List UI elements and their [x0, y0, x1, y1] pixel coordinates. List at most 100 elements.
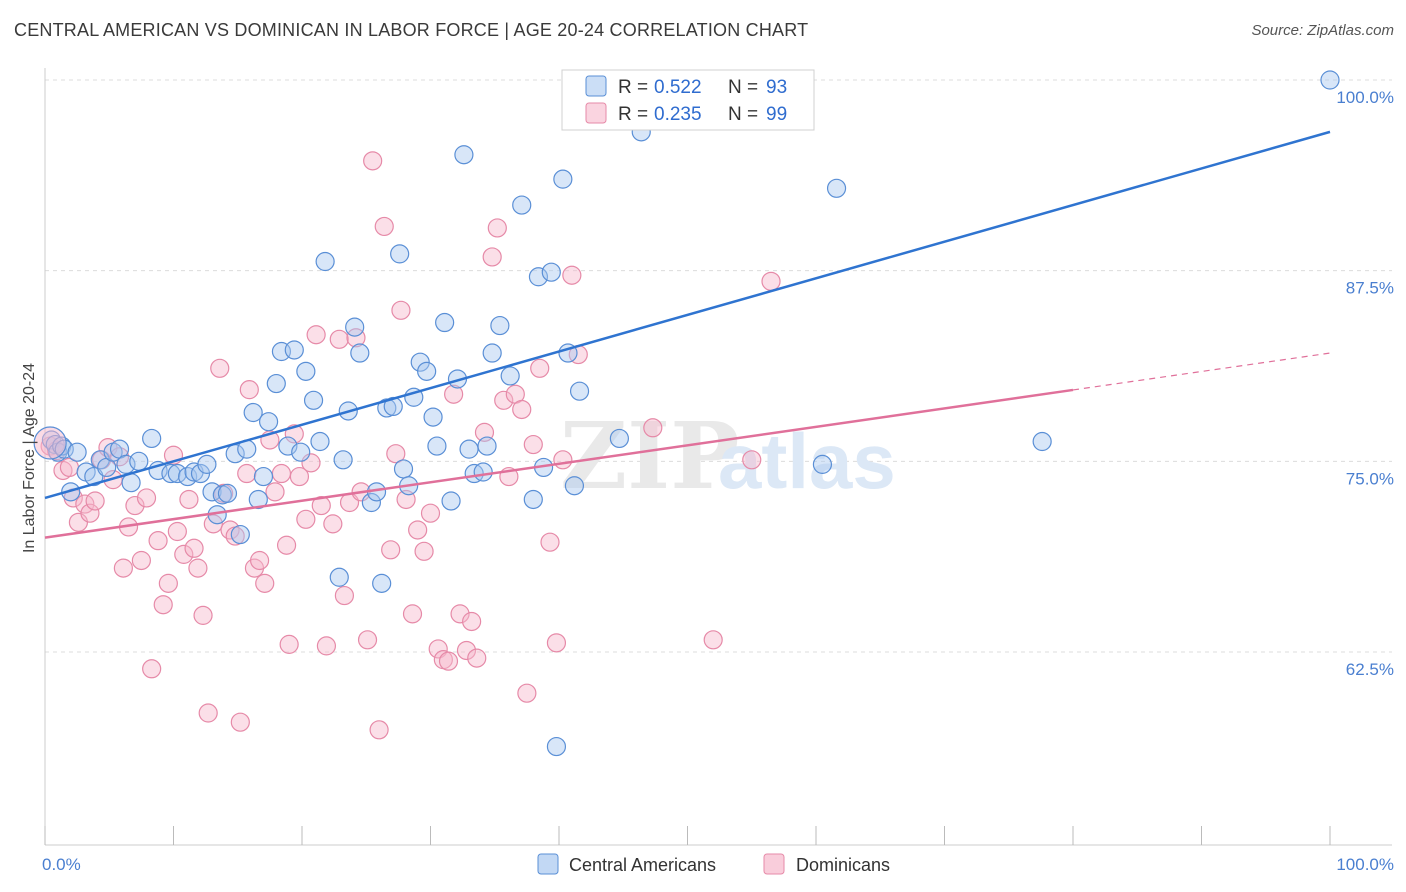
central-american-point: [266, 373, 286, 394]
dominican-point: [643, 418, 663, 438]
dominican-point: [153, 595, 173, 615]
bottom-legend-central-americans: Central Americans: [569, 855, 716, 875]
central-american-point: [553, 169, 573, 189]
central-american-point: [248, 489, 268, 510]
chart-title: CENTRAL AMERICAN VS DOMINICAN IN LABOR F…: [14, 20, 809, 40]
bottom-legend: Central Americans Dominicans: [537, 853, 890, 875]
gridlines: [45, 79, 1392, 653]
central-american-point: [473, 462, 493, 482]
dominican-point: [428, 639, 448, 659]
dominican-point: [494, 390, 514, 410]
central-american-point: [161, 463, 181, 484]
central-american-point: [435, 312, 455, 333]
dominican-point: [323, 514, 343, 534]
trend-line-dashed: [1072, 352, 1331, 391]
central-americans-points: [33, 70, 1340, 757]
source-label: Source: ZipAtlas.com: [1251, 22, 1394, 39]
dominican-point: [142, 659, 162, 679]
dominican-point: [239, 380, 259, 400]
dominican-point: [329, 329, 349, 349]
dominican-point: [136, 488, 157, 508]
dominican-point: [198, 703, 218, 723]
central-american-point: [310, 431, 330, 452]
central-american-point: [217, 483, 238, 503]
y-axis-label: In Labor Force | Age 20-24: [21, 363, 38, 553]
dominican-point: [391, 300, 411, 320]
x-tick-label: 100.0%: [1336, 855, 1394, 874]
dominican-point: [553, 450, 573, 470]
central-american-point: [243, 402, 263, 423]
legend-swatch-pink: [585, 102, 607, 124]
central-american-point: [230, 524, 250, 545]
central-american-point: [197, 454, 217, 474]
central-american-point: [546, 736, 567, 757]
bottom-legend-swatch-pink: [763, 853, 785, 875]
dominican-point: [482, 247, 502, 267]
dominican-point: [530, 358, 550, 378]
dominican-point: [80, 503, 100, 523]
legend-r-value: 0.522: [654, 77, 702, 98]
central-american-point: [1032, 431, 1052, 452]
dominican-point: [167, 521, 187, 542]
central-american-point: [427, 436, 447, 456]
legend-box: R = 0.522 N = 93 R = 0.235 N = 99: [561, 69, 815, 131]
central-american-point: [393, 459, 414, 479]
dominican-point: [220, 520, 240, 540]
dominican-point: [184, 538, 204, 558]
central-american-point: [1320, 70, 1340, 90]
central-american-point: [390, 244, 410, 264]
dominican-point: [334, 585, 355, 606]
dominican-point: [703, 630, 723, 650]
dominican-point: [174, 544, 194, 564]
central-american-point: [284, 340, 304, 360]
central-american-point: [826, 178, 847, 198]
dominican-point: [276, 535, 297, 555]
bottom-legend-swatch-blue: [537, 853, 559, 875]
dominican-point: [210, 358, 230, 378]
dominican-point: [467, 648, 487, 668]
central-american-point: [423, 407, 443, 427]
central-american-point: [296, 361, 316, 381]
central-american-point: [315, 251, 335, 272]
trend-line: [44, 388, 1074, 539]
central-american-point: [383, 396, 403, 417]
dominican-point: [249, 550, 270, 571]
central-american-point: [490, 315, 510, 336]
central-american-point: [129, 451, 149, 471]
legend-n-value: 99: [766, 104, 787, 125]
dominican-point: [381, 540, 401, 560]
dominican-point: [279, 634, 299, 654]
dominican-point: [255, 573, 275, 593]
legend-r-label: R =: [618, 77, 648, 98]
x-tick-label: 0.0%: [42, 855, 81, 874]
bottom-legend-dominicans: Dominicans: [796, 855, 890, 875]
central-american-point: [541, 262, 561, 282]
central-american-point: [454, 145, 474, 165]
dominican-point: [131, 550, 151, 571]
central-american-point: [303, 390, 324, 410]
central-american-point: [377, 398, 397, 418]
dominican-point: [487, 218, 507, 238]
central-american-point: [459, 439, 479, 459]
dominican-point: [158, 573, 178, 593]
cluster-point: [33, 426, 67, 460]
watermark-atlas: atlas: [718, 417, 896, 505]
dominican-point: [517, 683, 537, 703]
legend-r-label: R =: [618, 104, 648, 125]
dominican-point: [311, 495, 331, 516]
central-american-point: [329, 567, 349, 587]
dominican-point: [420, 503, 441, 523]
y-tick-label: 62.5%: [1346, 660, 1394, 679]
dominican-point: [148, 531, 168, 551]
dominican-point: [540, 532, 560, 552]
central-american-point: [361, 492, 381, 513]
central-american-point: [812, 454, 833, 474]
dominican-point: [316, 636, 337, 656]
central-american-point: [417, 361, 437, 381]
central-american-point: [528, 267, 549, 287]
dominican-point: [237, 463, 257, 484]
y-tick-label: 75.0%: [1346, 469, 1394, 488]
dominican-point: [438, 651, 459, 671]
dominican-point: [444, 384, 464, 404]
tick-labels: 62.5% 75.0% 87.5% 100.0% 0.0% 100.0%: [42, 88, 1394, 874]
